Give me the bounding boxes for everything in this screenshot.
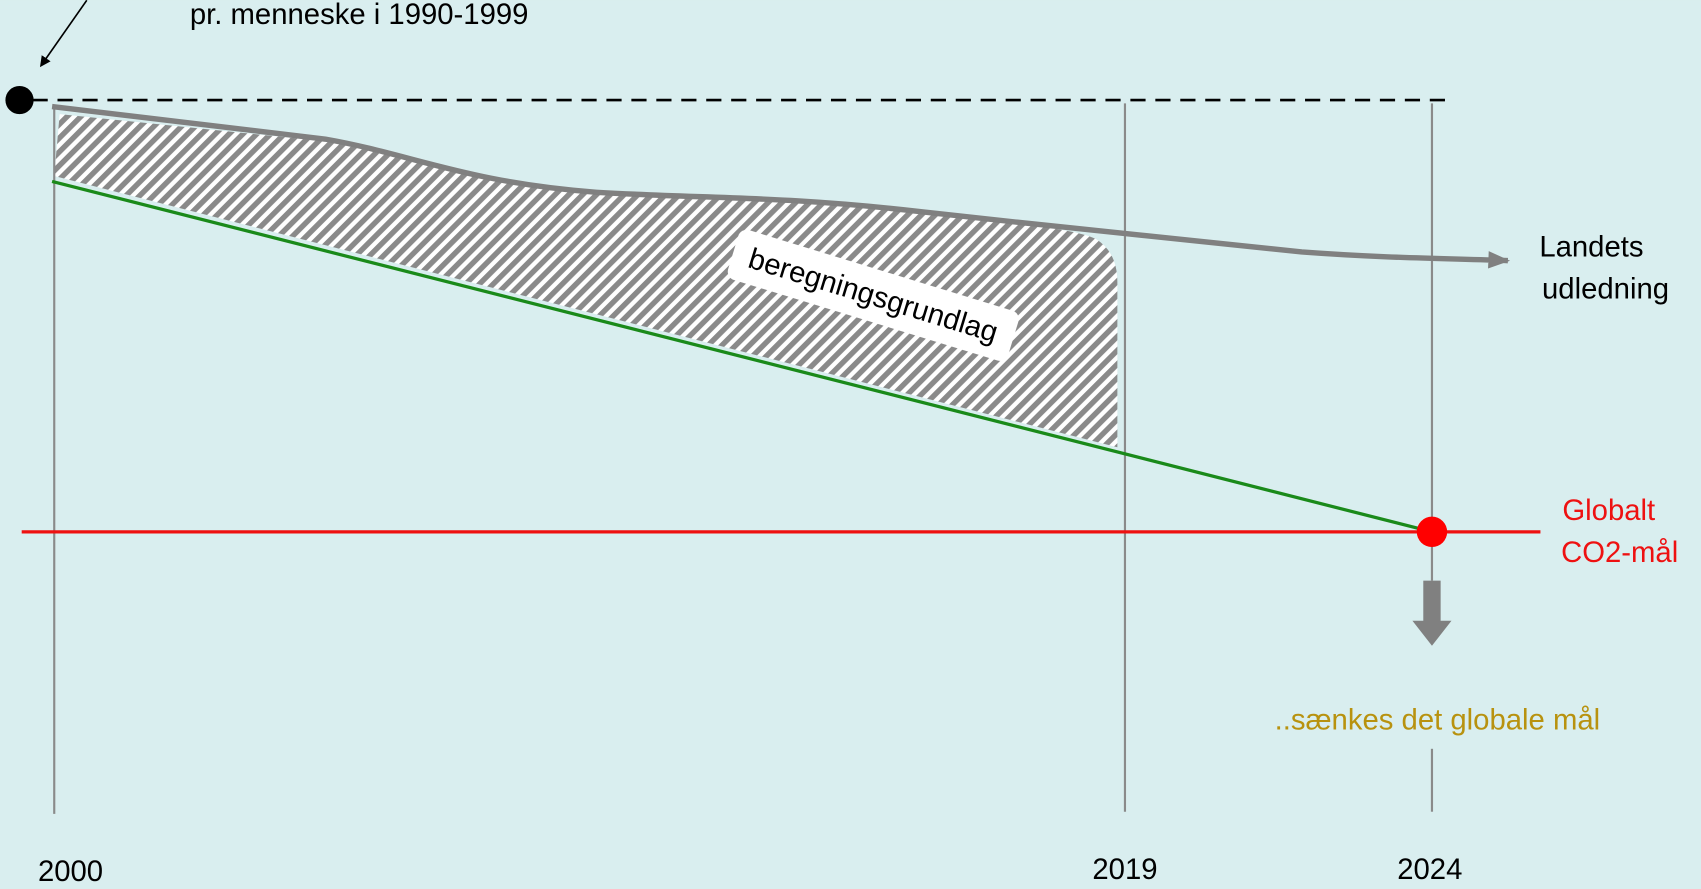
top-note: pr. menneske i 1990-1999 xyxy=(190,0,529,31)
label-box xyxy=(727,229,1019,361)
target-dot xyxy=(1416,516,1448,548)
year-lines xyxy=(53,103,1434,814)
target-line xyxy=(51,179,1433,534)
country-label: udledning xyxy=(1542,273,1669,306)
pointer-arrow xyxy=(39,0,88,68)
year-label: 2024 xyxy=(1397,853,1462,886)
down-arrow-head xyxy=(1412,620,1452,646)
down-arrow-shaft xyxy=(1423,580,1441,622)
global-label: CO2-mål xyxy=(1561,536,1678,569)
year-label: 2019 xyxy=(1092,853,1157,886)
global-label: Globalt xyxy=(1562,494,1655,527)
hatched-area xyxy=(54,114,1118,448)
start-dot xyxy=(5,85,34,115)
country-emission-line xyxy=(51,103,1511,269)
lowered-label: ..sænkes det globale mål xyxy=(1275,703,1601,736)
country-label: Landets xyxy=(1539,230,1643,263)
year-label: 2000 xyxy=(38,855,103,888)
